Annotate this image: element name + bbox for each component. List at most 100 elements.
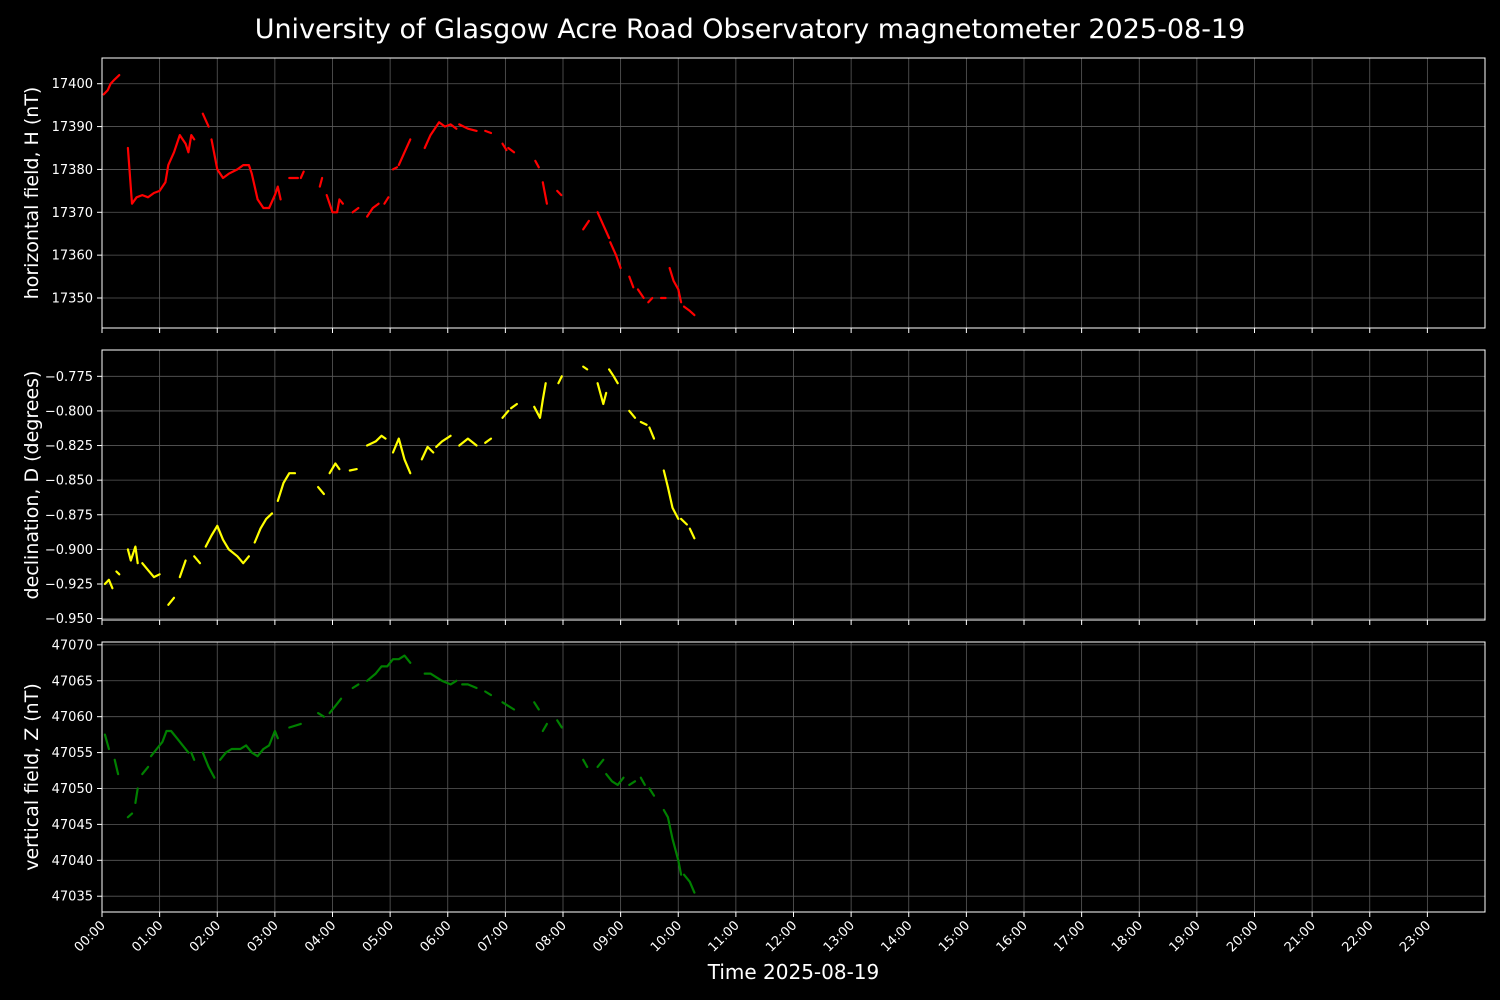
data-line-segment [605,772,625,787]
x-tick-label: 19:00 [1167,918,1204,955]
x-tick-label: 01:00 [129,918,166,955]
data-line-segment [679,517,689,526]
data-line-segment [556,719,563,729]
data-line-segment [458,437,478,447]
data-line-segment [541,722,549,733]
data-line-segment [219,729,279,761]
data-line-segment [510,402,519,410]
y-tick-label: 17370 [52,206,93,221]
x-tick-label: 21:00 [1282,918,1319,955]
data-line-segment [648,426,656,440]
data-line-segment [113,758,120,776]
x-tick-label: 13:00 [821,918,858,955]
x-tick-label: 10:00 [648,918,685,955]
data-line-segment [556,189,563,197]
data-line-segment [288,722,302,729]
x-tick-label: 11:00 [706,918,743,955]
data-line-segment [533,382,547,419]
panel-3: 47035 47040 47045 47050 47055 47060 47065 47070… [21,638,1486,917]
data-line-segment [682,305,696,317]
x-tick-label: 22:00 [1339,918,1376,955]
panel-1: 17350 17360 17370 17380 17390 17400 horizontal… [21,57,1486,333]
data-line-segment [190,751,196,761]
data-line-segment [507,146,516,154]
data-line-segment [193,555,202,565]
axes-frame [101,57,1486,329]
data-line-segment [501,701,516,711]
x-tick-label: 03:00 [245,918,282,955]
y-tick-label: −0.825 [45,439,93,454]
data-line-segment [435,434,452,448]
y-tick-label: 47065 [52,674,93,689]
data-line-segment [582,758,589,769]
y-tick-label: 17360 [52,249,93,264]
data-line-segment [103,733,111,751]
data-line-segment [328,462,341,475]
y-tick-label: −0.875 [45,508,93,523]
data-line-segment [682,873,696,894]
data-line-segment [366,654,412,682]
data-line-segment [178,559,187,579]
y-tick-label: 17350 [52,292,93,307]
data-line-segment [317,711,325,718]
data-line-segment [276,472,297,502]
axes-frame [101,641,1486,913]
data-line-segment [484,437,493,444]
x-tick-label: 12:00 [763,918,800,955]
data-line-segment [607,368,619,385]
data-line-segment [423,672,458,686]
y-tick-label: 47060 [52,710,93,725]
data-line-segment [541,181,549,205]
y-axis-label: horizontal field, H (nT) [21,87,43,300]
x-tick-label: 06:00 [417,918,454,955]
data-line-segment [141,562,161,579]
data-line-segment [383,196,390,205]
data-line-segment [628,780,637,787]
data-line-segment [328,697,343,715]
data-line-segment [149,729,190,758]
data-line-segment [501,409,510,419]
data-line-segment [366,202,380,218]
chart-title: University of Glasgow Acre Road Observat… [254,14,1246,45]
data-line-segment [648,787,656,797]
data-line-segment [596,211,611,240]
x-tick-label: 17:00 [1051,918,1088,955]
data-line-segment [391,437,412,475]
data-line-segment [639,420,648,426]
x-tick-label: 14:00 [878,918,915,955]
data-line-segment [115,570,121,576]
y-tick-label: 17400 [52,77,93,92]
y-tick-label: 47045 [52,818,93,833]
data-line-segment [458,123,478,132]
data-line-segment [201,751,216,779]
data-line-segment [582,219,591,231]
x-tick-label: 09:00 [590,918,627,955]
x-tick-label: 07:00 [475,918,512,955]
y-tick-label: −0.800 [45,404,93,419]
data-line-segment [325,194,344,214]
y-tick-label: 47055 [52,746,93,761]
data-line-segment [134,787,139,805]
data-line-segment [647,296,654,304]
x-tick-label: 15:00 [936,918,973,955]
y-tick-label: −0.900 [45,543,93,558]
data-line-segment [688,527,696,540]
data-line-segment [628,409,637,419]
x-tick-label: 04:00 [302,918,339,955]
data-line-segment [628,275,635,289]
data-line-segment [103,578,114,590]
data-line-segment [126,134,196,205]
data-line-segment [557,375,563,385]
data-line-segment [639,776,646,787]
data-line-segment [662,808,683,876]
y-tick-label: 17380 [52,163,93,178]
y-tick-label: 17390 [52,120,93,135]
data-line-segment [423,121,458,150]
y-tick-label: −0.925 [45,578,93,593]
y-tick-label: 47035 [52,890,93,905]
data-line-segment [668,266,683,304]
data-line-segment [582,365,589,371]
y-tick-label: 47070 [52,638,93,653]
x-tick-label: 00:00 [72,918,109,955]
